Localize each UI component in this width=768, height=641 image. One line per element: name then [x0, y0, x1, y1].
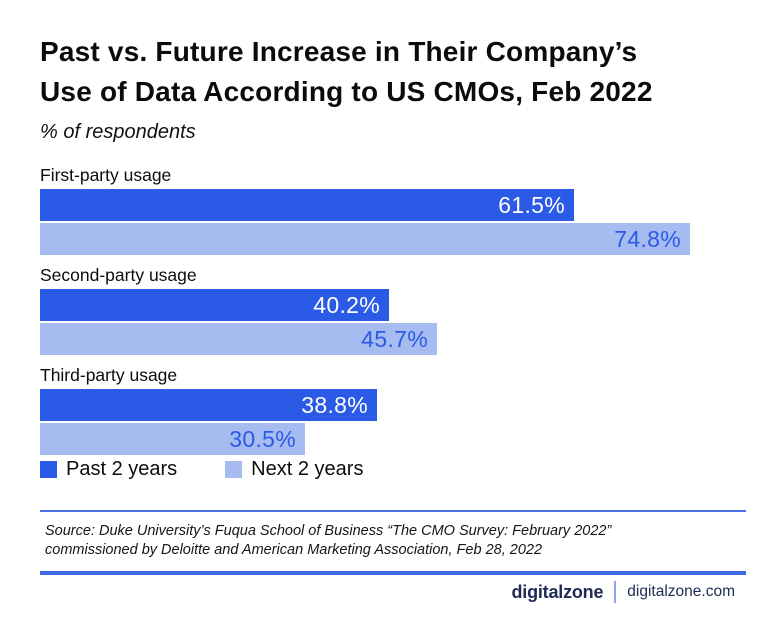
bar-group: Third-party usage 38.8% 30.5% — [40, 364, 730, 455]
footer-rule-line — [40, 571, 746, 575]
bar-value-label: 40.2% — [313, 291, 380, 318]
source-line1: Source: Duke University’s Fuqua School o… — [45, 523, 612, 539]
bar-value-label: 45.7% — [361, 325, 428, 352]
chart-title-line1: Past vs. Future Increase in Their Compan… — [40, 36, 638, 67]
category-label: Third-party usage — [40, 365, 178, 385]
legend-label: Past 2 years — [66, 458, 178, 480]
bar-next-2-years: 45.7% — [40, 323, 437, 355]
category-label: First-party usage — [40, 165, 172, 185]
source-line2: commissioned by Deloitte and American Ma… — [45, 542, 543, 558]
bar-value-label: 61.5% — [498, 191, 565, 218]
source-citation: Source: Duke University’s Fuqua School o… — [45, 522, 611, 560]
source-divider-line — [40, 510, 746, 512]
chart-title-line2: Use of Data According to US CMOs, Feb 20… — [40, 76, 653, 107]
brand-wordmark: digitalzone — [511, 581, 604, 602]
bar-value-label: 38.8% — [301, 391, 368, 418]
legend-swatch-past — [40, 461, 57, 478]
bar-value-label: 30.5% — [229, 425, 296, 452]
legend-item: Next 2 years — [225, 458, 363, 481]
bar-past-2-years: 38.8% — [40, 389, 377, 421]
bar-group: Second-party usage 40.2% 45.7% — [40, 264, 730, 355]
category-label: Second-party usage — [40, 265, 197, 285]
brand-separator-bar — [614, 581, 617, 603]
bar-past-2-years: 61.5% — [40, 189, 574, 221]
legend: Past 2 years Next 2 years — [40, 458, 363, 481]
bar-chart: First-party usage 61.5% 74.8% Second-party … — [40, 164, 730, 464]
bar-past-2-years: 40.2% — [40, 289, 389, 321]
chart-subtitle: % of respondents — [40, 121, 196, 143]
legend-item: Past 2 years — [40, 458, 177, 481]
bar-group: First-party usage 61.5% 74.8% — [40, 164, 730, 255]
bar-next-2-years: 30.5% — [40, 423, 305, 455]
brand-lockup: digitalzone digitalzone.com — [511, 581, 735, 603]
legend-label: Next 2 years — [251, 458, 364, 480]
bar-next-2-years: 74.8% — [40, 223, 690, 255]
legend-swatch-next — [225, 461, 243, 478]
bar-value-label: 74.8% — [614, 225, 681, 252]
brand-url: digitalzone.com — [627, 583, 735, 600]
